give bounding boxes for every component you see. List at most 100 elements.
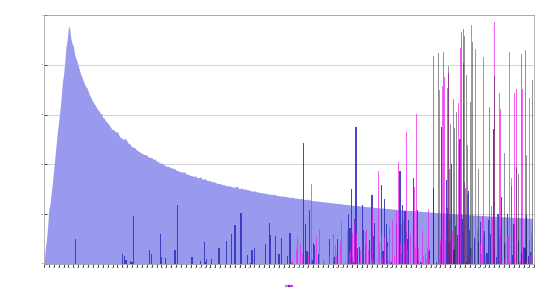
Bar — [306, 251, 307, 264]
Bar — [204, 242, 205, 264]
Bar — [160, 234, 161, 264]
Bar — [407, 239, 408, 264]
Bar — [441, 127, 442, 264]
Bar — [200, 261, 201, 264]
Bar — [305, 224, 306, 264]
Bar — [254, 248, 255, 264]
Bar — [391, 262, 392, 264]
Bar — [432, 188, 434, 264]
Bar — [148, 250, 150, 264]
Bar — [513, 224, 515, 264]
Bar — [205, 262, 206, 264]
Bar — [130, 261, 131, 264]
Bar — [309, 210, 310, 264]
Bar — [478, 242, 479, 264]
Bar — [507, 214, 508, 264]
Bar — [462, 219, 463, 264]
Bar — [401, 253, 402, 264]
Bar — [246, 255, 248, 264]
Bar — [466, 262, 467, 264]
Bar — [164, 258, 166, 264]
Bar — [518, 241, 519, 264]
Bar — [353, 262, 354, 264]
Bar — [492, 129, 494, 264]
Bar — [387, 242, 388, 264]
Bar — [501, 197, 502, 264]
Bar — [529, 241, 530, 264]
Bar — [428, 252, 429, 264]
Bar — [474, 238, 475, 264]
Bar — [470, 248, 472, 264]
Bar — [483, 235, 484, 264]
Bar — [361, 205, 363, 264]
Bar — [230, 234, 232, 264]
Bar — [356, 248, 358, 264]
Bar — [349, 228, 350, 264]
Bar — [350, 189, 352, 264]
Bar — [386, 224, 387, 264]
Bar — [382, 250, 383, 264]
Bar — [191, 257, 192, 264]
Bar — [359, 247, 360, 264]
Bar — [314, 244, 315, 264]
Bar — [311, 260, 312, 264]
Bar — [528, 256, 529, 264]
Bar — [287, 256, 288, 264]
Bar — [530, 252, 532, 264]
Bar — [289, 233, 290, 264]
Bar — [281, 238, 282, 264]
Bar — [446, 180, 447, 264]
Bar — [490, 234, 491, 264]
Bar — [480, 222, 481, 264]
Bar — [206, 259, 207, 264]
Bar — [459, 139, 461, 264]
Bar — [503, 244, 505, 264]
Bar — [265, 244, 266, 264]
Bar — [211, 259, 212, 264]
Bar — [402, 206, 403, 264]
Bar — [369, 240, 370, 264]
Bar — [405, 232, 407, 264]
Bar — [457, 235, 458, 264]
Bar — [381, 185, 382, 264]
Bar — [436, 262, 437, 264]
Bar — [469, 230, 470, 264]
Bar — [250, 263, 251, 264]
Bar — [278, 254, 279, 264]
Bar — [512, 255, 513, 264]
Bar — [484, 231, 485, 264]
Bar — [486, 253, 488, 264]
Bar — [494, 246, 495, 264]
Bar — [75, 239, 76, 264]
Bar — [396, 225, 397, 264]
Bar — [408, 220, 409, 264]
Bar — [383, 199, 385, 264]
Bar — [499, 237, 500, 264]
Bar — [240, 213, 241, 264]
Bar — [218, 248, 219, 264]
Bar — [274, 236, 276, 264]
Bar — [312, 243, 314, 264]
Bar — [133, 216, 134, 264]
Bar — [526, 215, 527, 264]
Bar — [333, 257, 334, 264]
Bar — [174, 250, 175, 264]
Bar — [420, 262, 421, 264]
Bar — [352, 257, 353, 264]
Bar — [496, 257, 497, 264]
Bar — [454, 226, 456, 264]
Bar — [448, 242, 450, 264]
Bar — [122, 254, 123, 264]
Bar — [523, 248, 524, 264]
Bar — [497, 214, 499, 264]
Bar — [451, 164, 452, 264]
Bar — [404, 211, 405, 264]
Bar — [303, 142, 304, 264]
Bar — [417, 210, 418, 264]
Bar — [488, 220, 489, 264]
Bar — [372, 236, 374, 264]
Bar — [447, 214, 448, 264]
Bar — [177, 205, 178, 264]
Bar — [371, 195, 372, 264]
Bar — [328, 239, 330, 264]
